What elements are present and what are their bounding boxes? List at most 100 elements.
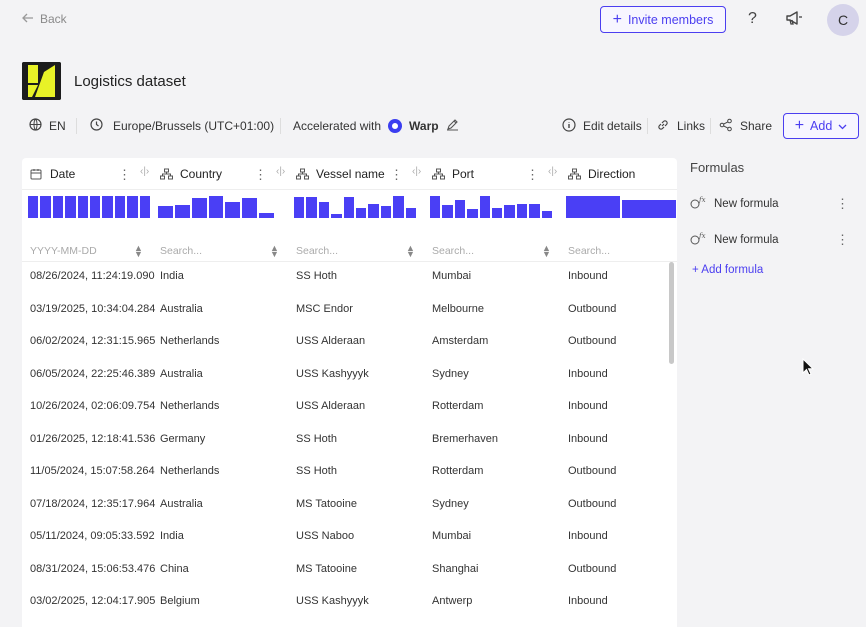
help-button[interactable]: ? (748, 10, 757, 27)
histogram-bar[interactable] (368, 203, 379, 218)
column-filter-input[interactable]: YYYY-MM-DD ▲ ▼ (22, 240, 152, 262)
invite-members-button[interactable]: + Invite members (600, 6, 726, 33)
table-cell[interactable]: Outbound (568, 335, 617, 347)
table-cell[interactable]: Inbound (568, 432, 608, 445)
table-cell[interactable]: USS Naboo (296, 530, 355, 542)
histogram-bar[interactable] (225, 201, 241, 218)
table-cell[interactable]: Inbound (568, 530, 608, 542)
table-cell[interactable]: Outbound (568, 562, 617, 575)
pencil-icon[interactable] (446, 118, 459, 134)
histogram-bar[interactable] (355, 208, 367, 218)
table-cell[interactable]: SS Hoth (296, 432, 337, 445)
back-link[interactable]: Back (22, 12, 67, 26)
table-cell[interactable]: Amsterdam (432, 335, 489, 347)
more-options-icon[interactable]: ⋮ (118, 167, 131, 182)
table-cell[interactable]: Inbound (568, 400, 608, 412)
table-cell[interactable]: Australia (160, 302, 203, 315)
histogram-bar[interactable] (454, 200, 466, 218)
histogram-bar[interactable] (622, 200, 676, 218)
histogram-bar[interactable] (306, 197, 317, 218)
table-scrollbar[interactable] (669, 262, 674, 364)
table-cell[interactable]: India (160, 270, 184, 282)
table-cell[interactable]: 07/18/2024, 12:35:17.964 (30, 497, 156, 510)
column-header[interactable]: Direction (560, 158, 677, 190)
more-options-icon[interactable]: ⋮ (836, 196, 849, 211)
sort-icon[interactable]: ▲ ▼ (406, 243, 415, 259)
column-filter-input[interactable]: Search... ▲ ▼ (288, 240, 424, 262)
table-cell[interactable]: 10/26/2024, 02:06:09.754 (30, 400, 156, 412)
histogram-bar[interactable] (191, 198, 207, 218)
table-cell[interactable]: SS Hoth (296, 270, 337, 282)
histogram-bar[interactable] (208, 196, 224, 218)
histogram-bar[interactable] (52, 196, 64, 218)
histogram-bar[interactable] (541, 211, 552, 218)
table-cell[interactable]: USS Kashyyyk (296, 367, 369, 380)
column-filter-input[interactable]: Search... (560, 240, 677, 262)
table-cell[interactable]: Rotterdam (432, 465, 484, 477)
column-header[interactable]: Port ⋮ ‹|› (424, 158, 560, 190)
timezone-selector[interactable]: Europe/Brussels (UTC+01:00) (90, 116, 274, 136)
histogram-bar[interactable] (259, 212, 274, 218)
table-cell[interactable]: Mumbai (432, 270, 472, 282)
column-filter-input[interactable]: Search... ▲ ▼ (152, 240, 288, 262)
table-cell[interactable]: SS Hoth (296, 465, 337, 477)
table-cell[interactable]: USS Kashyyyk (296, 595, 369, 607)
column-resize-handle[interactable]: ‹|› (548, 166, 558, 177)
histogram-bar[interactable] (343, 197, 354, 218)
megaphone-icon[interactable] (784, 9, 804, 32)
histogram-bar[interactable] (491, 208, 503, 218)
share-button[interactable]: Share (719, 116, 772, 136)
histogram-bar[interactable] (516, 203, 528, 218)
table-cell[interactable]: Inbound (568, 270, 608, 282)
table-cell[interactable]: USS Alderaan (296, 335, 366, 347)
table-cell[interactable]: Outbound (568, 497, 617, 510)
table-cell[interactable]: Outbound (568, 465, 617, 477)
table-cell[interactable]: 08/31/2024, 15:06:53.476 (30, 562, 156, 575)
sort-icon[interactable]: ▲ ▼ (542, 243, 551, 259)
table-cell[interactable]: Inbound (568, 367, 608, 380)
table-cell[interactable]: Mumbai (432, 530, 472, 542)
histogram-bar[interactable] (430, 196, 441, 218)
histogram-bar[interactable] (529, 203, 540, 218)
table-cell[interactable]: 06/05/2024, 22:25:46.389 (30, 367, 156, 380)
histogram-bar[interactable] (139, 196, 150, 218)
histogram-bar[interactable] (127, 196, 138, 218)
table-cell[interactable]: Melbourne (432, 302, 484, 315)
histogram-bar[interactable] (467, 209, 478, 218)
column-resize-handle[interactable]: ‹|› (140, 166, 150, 177)
table-cell[interactable]: China (160, 562, 189, 575)
more-options-icon[interactable]: ⋮ (254, 167, 267, 182)
table-cell[interactable]: Bremerhaven (432, 432, 499, 445)
histogram-bar[interactable] (393, 196, 404, 218)
links-button[interactable]: Links (656, 116, 705, 136)
table-cell[interactable]: USS Alderaan (296, 400, 366, 412)
more-options-icon[interactable]: ⋮ (836, 232, 849, 247)
histogram-bar[interactable] (331, 213, 342, 218)
more-options-icon[interactable]: ⋮ (526, 167, 539, 182)
table-cell[interactable]: 08/26/2024, 11:24:19.090 (30, 270, 155, 282)
table-cell[interactable]: Australia (160, 367, 203, 380)
table-cell[interactable]: Belgium (160, 595, 200, 607)
table-cell[interactable]: Rotterdam (432, 400, 484, 412)
histogram-bar[interactable] (479, 196, 490, 218)
user-avatar[interactable]: C (827, 4, 859, 36)
table-cell[interactable]: MS Tatooine (296, 562, 357, 575)
add-button[interactable]: + Add (783, 113, 859, 139)
table-cell[interactable]: 06/02/2024, 12:31:15.965 (30, 335, 156, 347)
table-cell[interactable]: Shanghai (432, 562, 479, 575)
table-cell[interactable]: Antwerp (432, 595, 473, 607)
formula-item[interactable]: fx New formula ⋮ (690, 230, 850, 250)
histogram-bar[interactable] (77, 196, 88, 218)
column-resize-handle[interactable]: ‹|› (276, 166, 286, 177)
histogram-bar[interactable] (380, 205, 392, 218)
more-options-icon[interactable]: ⋮ (390, 167, 403, 182)
table-cell[interactable]: 01/26/2025, 12:18:41.536 (30, 432, 156, 445)
histogram-bar[interactable] (442, 204, 453, 218)
sort-icon[interactable]: ▲ ▼ (270, 243, 279, 259)
table-cell[interactable]: Outbound (568, 302, 617, 315)
formula-item[interactable]: fx New formula ⋮ (690, 194, 850, 214)
histogram-bar[interactable] (40, 196, 51, 218)
histogram-bar[interactable] (102, 196, 113, 218)
histogram-bar[interactable] (504, 204, 515, 218)
language-selector[interactable]: EN (29, 116, 66, 136)
